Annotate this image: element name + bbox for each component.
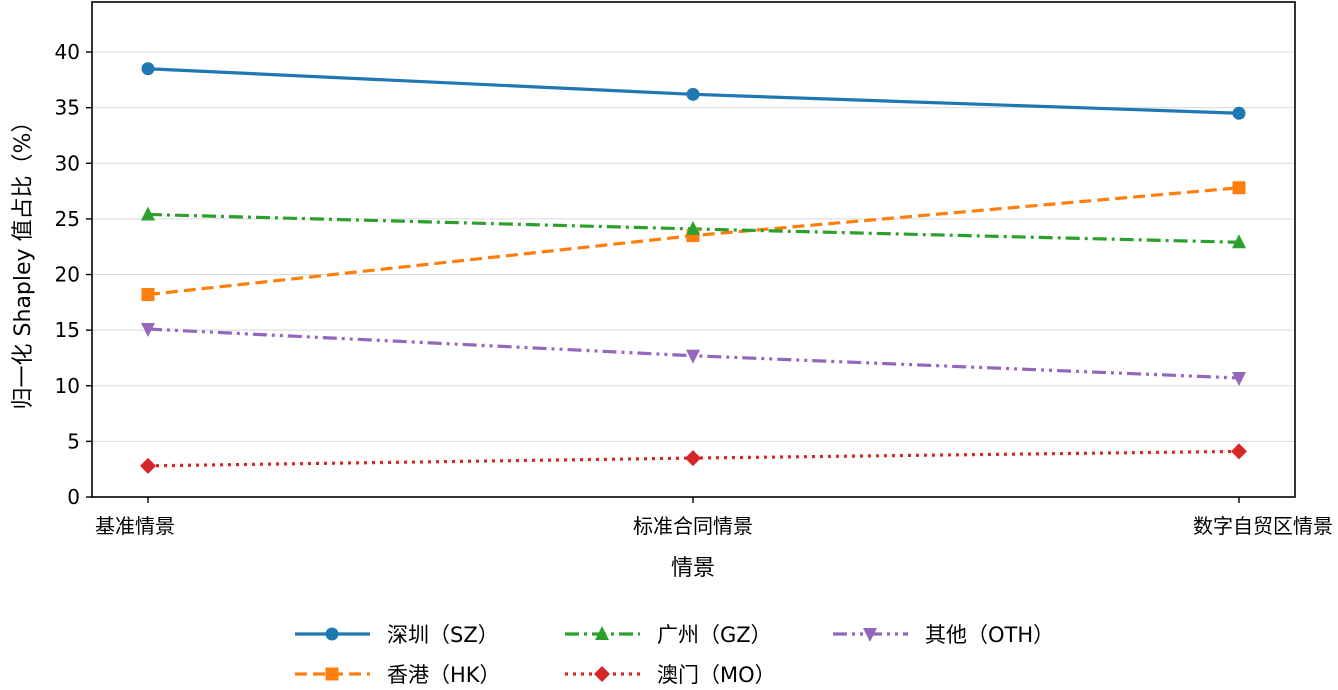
data-point: [1232, 181, 1246, 195]
y-tick-label: 0: [67, 485, 80, 509]
legend-label: 深圳（SZ）: [387, 623, 499, 647]
y-tick-label: 5: [67, 429, 80, 453]
data-point: [686, 220, 700, 235]
data-point: [685, 450, 701, 467]
data-point: [141, 62, 155, 76]
legend-marker: [595, 626, 609, 640]
y-tick-label: 20: [55, 263, 80, 287]
legend-marker: [325, 667, 339, 681]
x-tick-label: 基准情景: [95, 514, 175, 538]
y-tick-label: 40: [55, 40, 80, 64]
data-point: [1232, 371, 1246, 386]
data-point: [686, 349, 700, 364]
series-markers: [140, 62, 1247, 474]
y-tick-label: 15: [55, 318, 80, 342]
y-axis-ticks: 0 5 10 15 20 25 30 35 40: [55, 40, 92, 509]
data-point: [140, 457, 156, 474]
legend-item[interactable]: 香港（HK）: [295, 663, 501, 687]
legend-label: 澳门（MO）: [657, 663, 776, 687]
legend[interactable]: 深圳（SZ） 香港（HK） 广州（GZ） 澳门（MO） 其他（OTH）: [295, 623, 1054, 687]
legend-label: 香港（HK）: [387, 663, 501, 687]
legend-marker: [863, 628, 877, 642]
legend-item[interactable]: 广州（GZ）: [565, 623, 772, 647]
y-tick-label: 30: [55, 151, 80, 175]
series-lines: [147, 67, 1240, 468]
x-tick-label: 数字自贸区情景: [1193, 514, 1333, 538]
data-point: [686, 87, 700, 101]
data-point: [141, 288, 155, 302]
y-axis-title: 归一化 Shapley 值占比（%）: [11, 111, 36, 410]
legend-item[interactable]: 深圳（SZ）: [295, 623, 499, 647]
legend-item[interactable]: 澳门（MO）: [565, 663, 776, 687]
legend-item[interactable]: 其他（OTH）: [833, 623, 1054, 647]
y-tick-label: 25: [55, 207, 80, 231]
y-tick-label: 35: [55, 96, 80, 120]
x-axis-title: 情景: [671, 556, 715, 581]
legend-marker: [325, 627, 339, 641]
data-point: [141, 206, 155, 221]
data-point: [1231, 443, 1247, 460]
data-point: [1232, 234, 1246, 249]
data-point: [1232, 106, 1246, 120]
y-tick-label: 10: [55, 374, 80, 398]
grid-lines: [92, 51, 1295, 498]
data-point: [141, 323, 155, 338]
legend-label: 其他（OTH）: [925, 623, 1054, 647]
x-tick-label: 标准合同情景: [633, 514, 753, 538]
legend-marker: [594, 666, 610, 682]
legend-label: 广州（GZ）: [657, 623, 772, 647]
plot-frame: [91, 1, 1296, 498]
x-axis-ticks: 基准情景 标准合同情景 数字自贸区情景: [95, 497, 1333, 538]
